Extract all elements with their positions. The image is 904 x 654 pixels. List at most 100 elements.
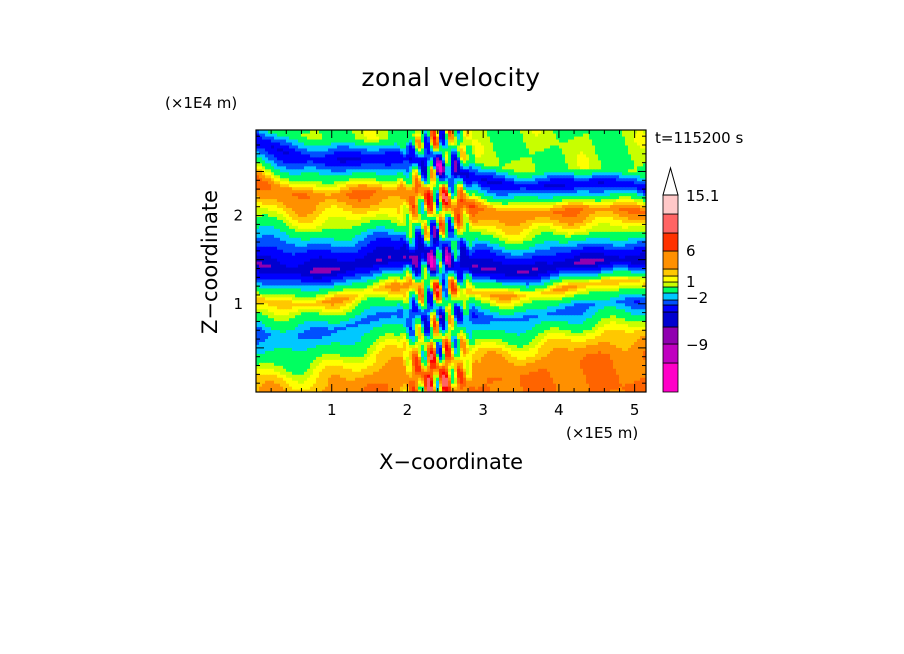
field-cell [631, 359, 635, 363]
field-cell [418, 356, 422, 360]
field-cell [385, 371, 389, 375]
field-cell [325, 374, 329, 378]
field-cell [382, 368, 386, 372]
field-cell [484, 383, 488, 387]
field-cell [289, 344, 293, 348]
field-cell [280, 365, 284, 369]
field-cell [412, 377, 416, 381]
field-cell [454, 341, 458, 345]
field-cell [319, 377, 323, 381]
field-cell [433, 341, 437, 345]
field-cell [607, 338, 611, 342]
field-cell [628, 338, 632, 342]
field-cell [583, 356, 587, 360]
field-cell [631, 368, 635, 372]
field-cell [535, 353, 539, 357]
field-cell [463, 377, 467, 381]
field-cell [421, 359, 425, 363]
field-cell [394, 365, 398, 369]
field-cell [586, 386, 590, 390]
field-cell [340, 356, 344, 360]
field-cell [295, 386, 299, 390]
field-cell [472, 374, 476, 378]
field-cell [373, 383, 377, 387]
field-cell [526, 347, 530, 351]
field-cell [370, 338, 374, 342]
field-cell [445, 356, 449, 360]
field-cell [280, 353, 284, 357]
field-cell [367, 350, 371, 354]
field-cell [439, 344, 443, 348]
field-cell [424, 386, 428, 390]
field-cell [394, 371, 398, 375]
field-cell [382, 383, 386, 387]
field-cell [292, 377, 296, 381]
field-cell [586, 359, 590, 363]
field-cell [400, 389, 404, 392]
field-cell [475, 380, 479, 384]
field-cell [445, 374, 449, 378]
field-cell [604, 389, 608, 392]
field-cell [445, 368, 449, 372]
field-cell [451, 338, 455, 342]
field-cell [406, 356, 410, 360]
field-cell [280, 389, 284, 392]
field-cell [439, 371, 443, 375]
field-cell [256, 380, 260, 384]
field-cell [490, 344, 494, 348]
field-cell [325, 359, 329, 363]
field-cell [406, 344, 410, 348]
field-cell [457, 383, 461, 387]
field-cell [634, 347, 638, 351]
field-cell [343, 383, 347, 387]
field-cell [316, 386, 320, 390]
field-cell [454, 374, 458, 378]
field-cell [283, 368, 287, 372]
field-cell [364, 389, 368, 392]
field-cell [262, 335, 266, 340]
field-cell [343, 377, 347, 381]
field-cell [487, 380, 491, 384]
field-cell [475, 383, 479, 387]
field-cell [448, 368, 452, 372]
field-cell [409, 341, 413, 345]
field-cell [478, 350, 482, 354]
field-cell [451, 377, 455, 381]
field-cell [538, 353, 542, 357]
field-cell [433, 338, 437, 342]
field-cell [295, 383, 299, 387]
field-cell [622, 383, 626, 387]
field-cell [628, 356, 632, 360]
field-cell [637, 371, 641, 375]
field-cell [343, 362, 347, 366]
field-cell [580, 386, 584, 390]
field-cell [313, 371, 317, 375]
field-cell [319, 359, 323, 363]
field-cell [556, 341, 560, 345]
field-cell [277, 338, 281, 342]
field-cell [355, 380, 359, 384]
field-cell [568, 365, 572, 369]
field-cell [283, 347, 287, 351]
field-cell [640, 380, 644, 384]
field-cell [397, 359, 401, 363]
field-cell [460, 353, 464, 357]
field-cell [418, 374, 422, 378]
field-cell [577, 389, 581, 392]
field-cell [529, 389, 533, 392]
field-cell [484, 347, 488, 351]
field-cell [565, 350, 569, 354]
field-cell [367, 383, 371, 387]
field-cell [586, 341, 590, 345]
field-cell [505, 371, 509, 375]
field-cell [268, 359, 272, 363]
field-cell [544, 359, 548, 363]
field-cell [478, 344, 482, 348]
field-cell [628, 374, 632, 378]
field-cell [613, 353, 617, 357]
field-cell [559, 341, 563, 345]
field-cell [616, 347, 620, 351]
field-cell [268, 344, 272, 348]
field-cell [271, 386, 275, 390]
field-cell [427, 356, 431, 360]
